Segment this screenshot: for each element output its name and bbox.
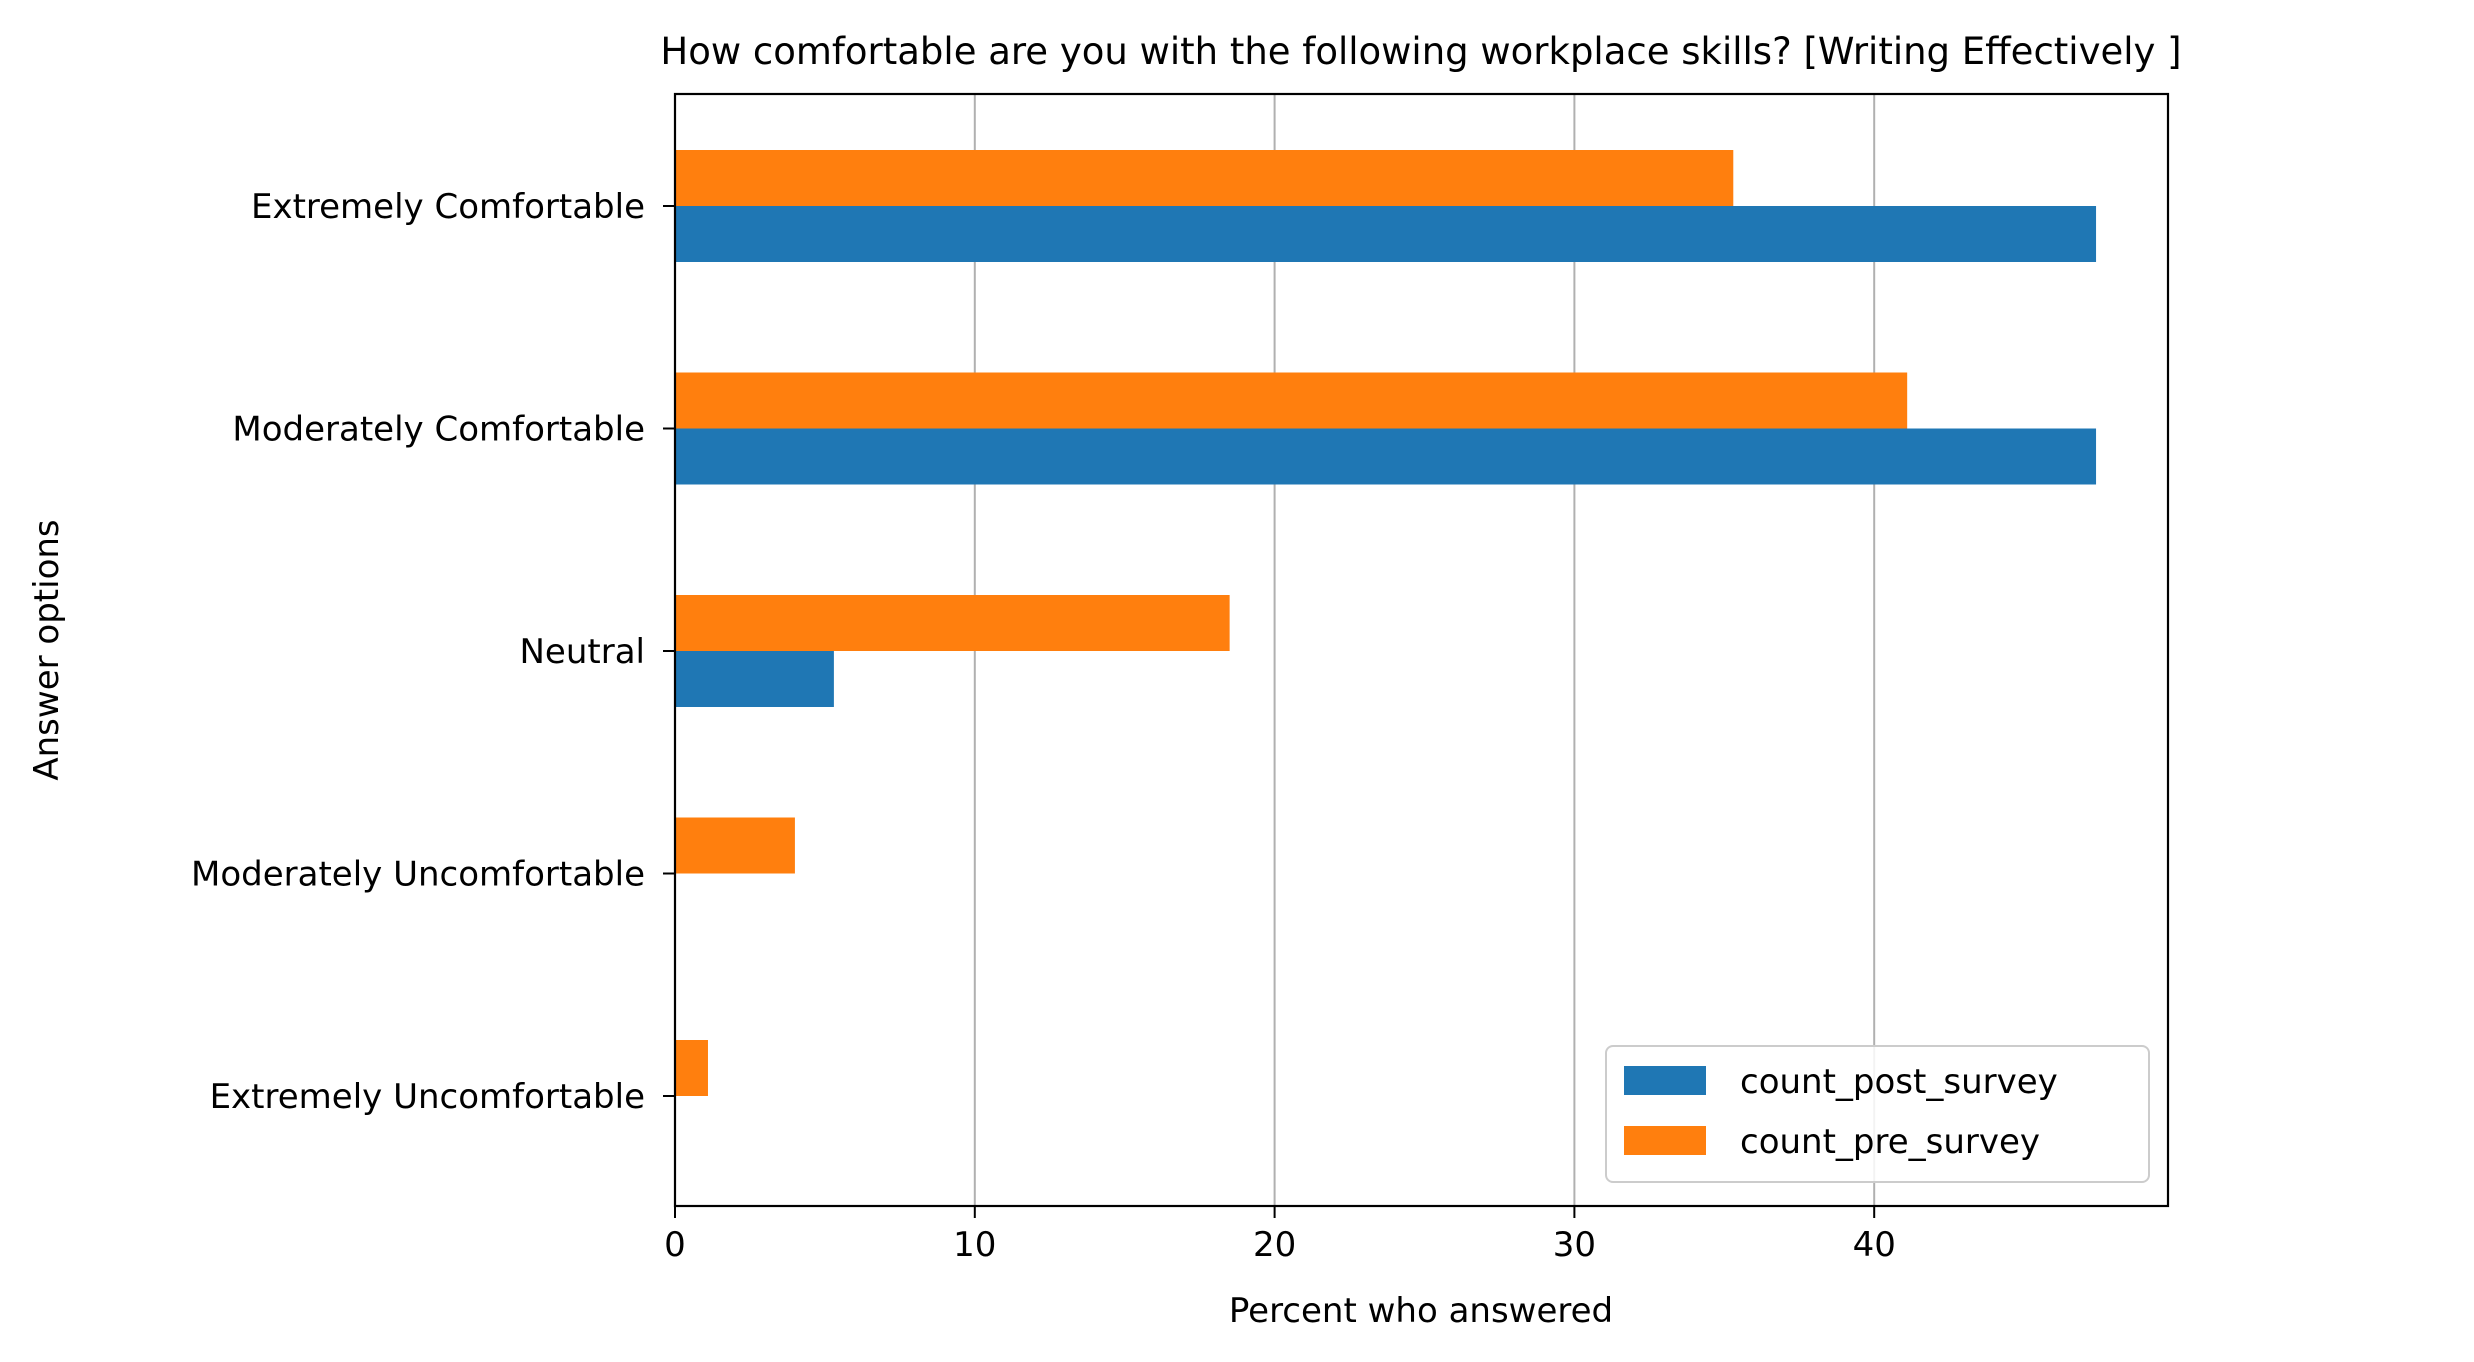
legend-label-count_post_survey: count_post_survey bbox=[1740, 1062, 2058, 1102]
x-tick-label: 40 bbox=[1853, 1225, 1896, 1265]
bar-count_post_survey-2 bbox=[675, 651, 834, 707]
bar-count_pre_survey-0 bbox=[675, 150, 1734, 206]
x-tick-label: 0 bbox=[664, 1225, 686, 1265]
x-axis-ticks: 0 10 20 30 40 bbox=[664, 1206, 1896, 1265]
x-tick-label: 30 bbox=[1553, 1225, 1596, 1265]
bars bbox=[675, 150, 2097, 1096]
bar-count_post_survey-0 bbox=[675, 206, 2097, 262]
y-tick-label: Extremely Comfortable bbox=[251, 187, 645, 227]
legend-box bbox=[1605, 1045, 2150, 1183]
x-tick-label: 20 bbox=[1253, 1225, 1296, 1265]
bar-count_pre_survey-4 bbox=[675, 1040, 708, 1096]
x-axis-label: Percent who answered bbox=[1229, 1291, 1613, 1331]
y-axis-label: Answer options bbox=[27, 519, 67, 780]
y-tick-label: Neutral bbox=[520, 632, 646, 672]
x-tick-label: 10 bbox=[953, 1225, 996, 1265]
bar-count_pre_survey-1 bbox=[675, 372, 1908, 429]
legend: count_post_survey count_pre_survey bbox=[1605, 1045, 2150, 1183]
y-tick-label: Moderately Uncomfortable bbox=[191, 855, 645, 895]
legend-label-count_pre_survey: count_pre_survey bbox=[1740, 1122, 2040, 1162]
bar-count_pre_survey-3 bbox=[675, 817, 795, 874]
chart-title: How comfortable are you with the followi… bbox=[660, 30, 2181, 73]
y-axis-ticks: Extremely Comfortable Moderately Comforta… bbox=[191, 187, 675, 1117]
bar-count_post_survey-1 bbox=[675, 428, 2097, 485]
legend-swatch-count_pre_survey bbox=[1624, 1126, 1706, 1155]
y-tick-label: Moderately Comfortable bbox=[232, 410, 645, 450]
y-tick-label: Extremely Uncomfortable bbox=[210, 1077, 645, 1117]
legend-swatch-count_post_survey bbox=[1624, 1066, 1706, 1095]
bar-count_pre_survey-2 bbox=[675, 595, 1230, 651]
